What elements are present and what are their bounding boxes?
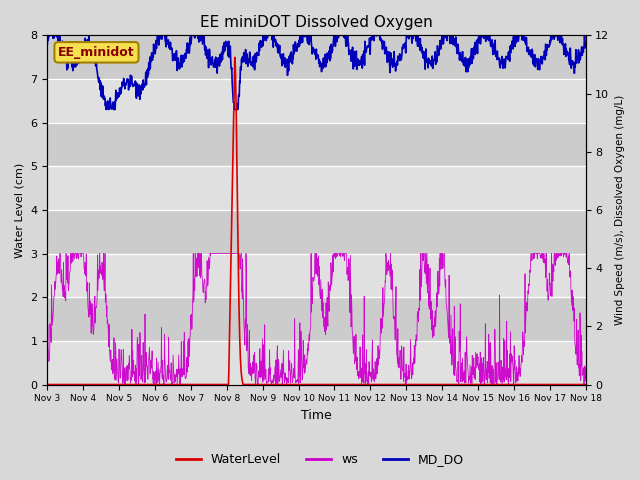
Bar [47, 36, 586, 79]
Bar [47, 79, 586, 122]
Legend: WaterLevel, ws, MD_DO: WaterLevel, ws, MD_DO [171, 448, 469, 471]
Bar [47, 210, 586, 253]
Bar [47, 166, 586, 210]
Bar [47, 341, 586, 384]
X-axis label: Time: Time [301, 409, 332, 422]
Bar [47, 122, 586, 166]
Y-axis label: Wind Speed (m/s), Dissolved Oxygen (mg/L): Wind Speed (m/s), Dissolved Oxygen (mg/L… [615, 95, 625, 325]
Title: EE miniDOT Dissolved Oxygen: EE miniDOT Dissolved Oxygen [200, 15, 433, 30]
Y-axis label: Water Level (cm): Water Level (cm) [15, 162, 25, 258]
Bar [47, 297, 586, 341]
Bar [47, 253, 586, 297]
Text: EE_minidot: EE_minidot [58, 46, 135, 59]
